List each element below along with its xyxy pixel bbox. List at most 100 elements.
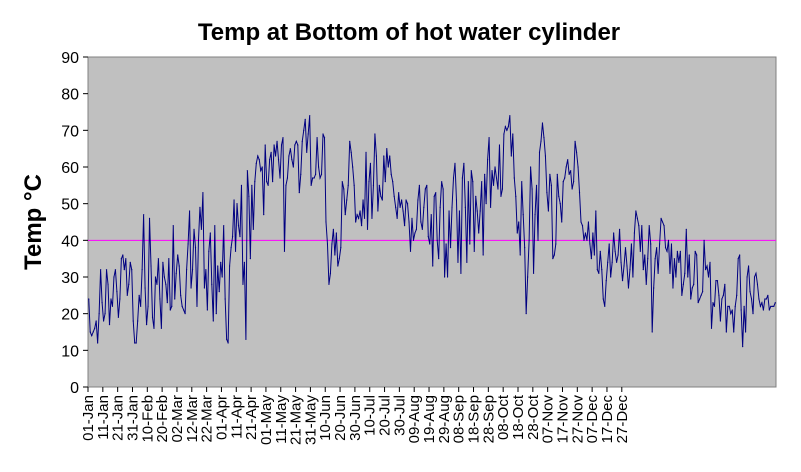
data-point — [396, 217, 398, 219]
data-point — [463, 162, 465, 164]
x-tick-label: 07-Dec — [584, 395, 601, 444]
data-point — [193, 228, 195, 230]
data-point — [365, 151, 367, 153]
data-point — [98, 313, 100, 315]
data-point — [113, 276, 115, 278]
x-tick-label: 02-Mar — [169, 395, 186, 443]
data-point — [220, 261, 222, 263]
data-point — [406, 203, 409, 205]
data-point — [688, 254, 690, 256]
data-point — [203, 287, 205, 289]
data-point — [187, 243, 189, 245]
data-point — [532, 272, 535, 274]
data-point — [331, 243, 333, 245]
y-tick-label: 0 — [70, 380, 79, 397]
data-point — [313, 177, 315, 179]
data-point — [743, 305, 745, 307]
data-point — [186, 269, 188, 271]
data-point — [703, 239, 705, 241]
data-point — [372, 184, 375, 186]
data-point — [742, 346, 744, 348]
data-point — [501, 188, 504, 190]
x-tick-label: 10-Jul — [362, 395, 379, 436]
data-point — [722, 294, 724, 296]
data-point — [310, 184, 312, 186]
data-point — [527, 276, 529, 278]
data-point — [423, 206, 425, 208]
data-point — [312, 177, 314, 179]
data-point — [102, 320, 105, 322]
x-tick-label: 30-Jun — [347, 395, 364, 441]
data-point — [645, 283, 647, 285]
data-point — [549, 173, 551, 175]
data-point — [547, 210, 550, 212]
data-point — [503, 133, 505, 135]
series-line-temp — [88, 115, 776, 347]
data-point — [184, 313, 186, 315]
data-point — [196, 305, 198, 307]
data-point — [95, 320, 97, 322]
data-point — [694, 250, 696, 252]
data-point — [297, 144, 299, 146]
data-point — [332, 228, 334, 230]
data-point — [761, 302, 763, 304]
data-point — [525, 313, 527, 315]
data-point — [639, 250, 641, 252]
data-point — [495, 177, 498, 179]
data-point — [229, 265, 231, 267]
data-point — [602, 298, 604, 300]
data-point — [518, 221, 520, 223]
data-point — [408, 221, 410, 223]
data-point — [676, 250, 679, 252]
data-point — [306, 151, 308, 153]
data-point — [123, 269, 125, 271]
data-point — [537, 239, 539, 241]
data-point — [172, 225, 174, 227]
data-point — [131, 269, 133, 271]
data-point — [328, 283, 330, 285]
data-point — [358, 217, 360, 219]
data-point — [160, 327, 162, 329]
data-point — [169, 309, 171, 311]
data-point — [693, 283, 695, 285]
data-point — [616, 261, 618, 263]
data-point — [488, 137, 490, 139]
data-point — [436, 239, 438, 241]
y-tick-label: 20 — [61, 307, 79, 324]
x-tick-label: 11-Jan — [95, 395, 112, 440]
data-point — [254, 181, 256, 183]
data-point — [592, 232, 594, 234]
data-point — [369, 162, 372, 164]
data-point — [323, 137, 326, 139]
data-point — [108, 324, 111, 326]
data-point — [202, 192, 204, 194]
x-tick-label: 28-Oct — [525, 394, 542, 440]
data-point — [334, 254, 336, 256]
data-point — [442, 188, 444, 190]
data-point — [706, 265, 708, 267]
data-point — [489, 206, 492, 208]
data-point — [555, 243, 557, 245]
data-point — [162, 261, 164, 263]
data-point — [197, 239, 200, 241]
data-point — [568, 173, 570, 175]
data-point — [707, 276, 710, 278]
data-point — [461, 177, 463, 179]
plot-area — [87, 56, 777, 388]
x-tick-label: 01-Apr — [213, 395, 230, 440]
data-point — [648, 225, 650, 227]
data-point — [657, 272, 659, 274]
data-point — [598, 272, 600, 274]
x-tick-label: 21-Apr — [243, 395, 260, 440]
x-tick-label: 09-Aug — [406, 395, 423, 443]
data-point — [470, 170, 472, 172]
data-point — [446, 276, 449, 278]
data-point — [587, 221, 590, 223]
data-point — [654, 258, 656, 260]
y-axis: 0 10 20 30 40 50 60 70 80 90 — [61, 50, 88, 397]
data-point — [710, 327, 713, 329]
data-point — [411, 217, 413, 219]
data-point — [223, 225, 225, 227]
data-point — [745, 331, 747, 333]
